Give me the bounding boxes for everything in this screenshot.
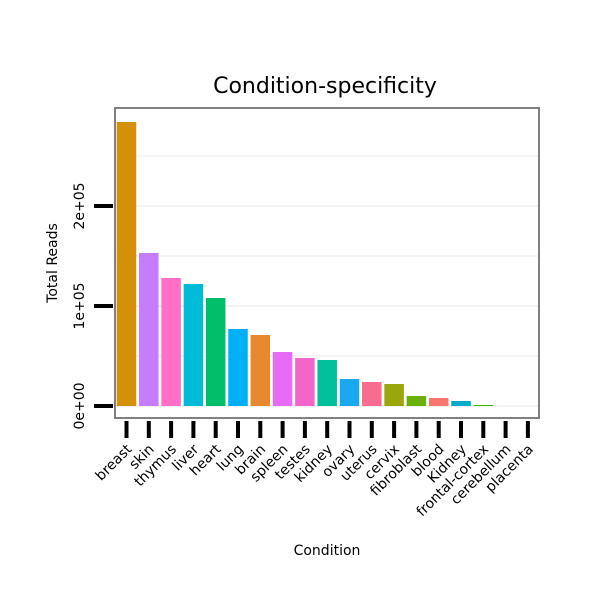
bar-heart — [205, 298, 226, 406]
bar-frontal-cortex — [473, 405, 494, 406]
y-tick-label: 2e+05 — [72, 182, 88, 229]
chart-title: Condition-specificity — [213, 74, 437, 99]
x-axis: breastskinthymusliverheartlungbrainsplee… — [93, 421, 537, 520]
bar-Kidney — [451, 401, 471, 406]
y-tick-label: 0e+00 — [72, 382, 88, 429]
bar-liver — [183, 284, 204, 406]
y-axis: 0e+00 1e+05 2e+05 — [72, 182, 113, 430]
y-tick-label: 1e+05 — [72, 282, 88, 329]
bar-ovary — [339, 379, 360, 406]
y-axis-label: Total Reads — [45, 223, 61, 304]
bars — [116, 122, 494, 406]
bar-thymus — [161, 278, 181, 406]
bar-kidney — [317, 360, 337, 406]
bar-lung — [228, 329, 248, 406]
bar-uterus — [362, 382, 382, 406]
bar-breast — [116, 122, 137, 406]
bar-cervix — [384, 384, 404, 406]
x-axis-label: Condition — [294, 543, 361, 559]
bar-brain — [250, 335, 271, 406]
bar-testes — [295, 358, 315, 406]
bar-spleen — [272, 352, 293, 406]
bar-fibroblast — [406, 396, 427, 406]
bar-blood — [428, 398, 449, 406]
bar-skin — [139, 253, 159, 406]
